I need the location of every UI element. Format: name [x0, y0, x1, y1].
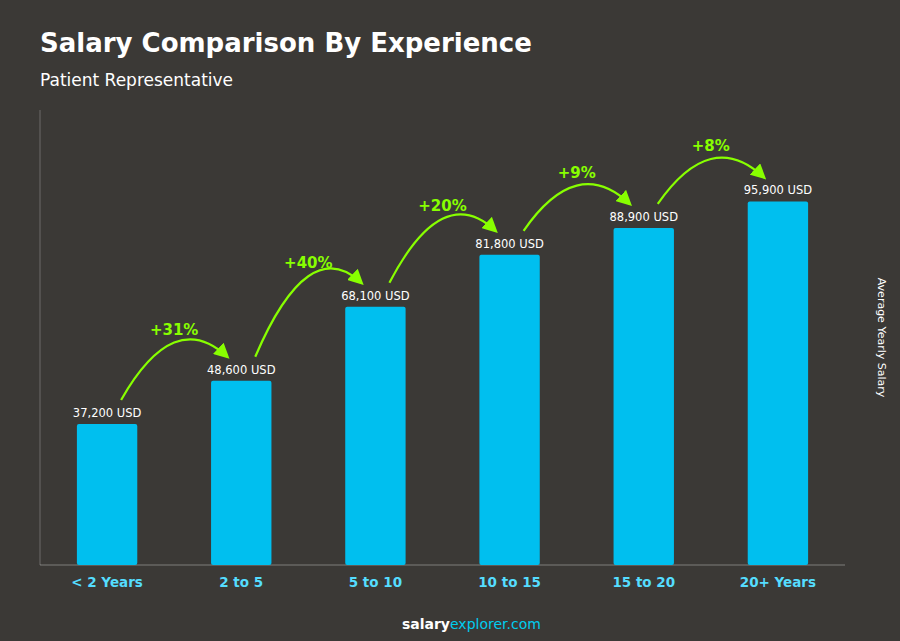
x-tick-label: 15 to 20: [612, 574, 675, 590]
y-axis-label: Average Yearly Salary: [875, 278, 888, 398]
data-label: 81,800 USD: [475, 237, 544, 251]
change-arc: [524, 184, 630, 231]
chart: Salary Comparison By Experience Patient R…: [0, 0, 900, 641]
x-tick-label: 10 to 15: [478, 574, 541, 590]
change-arc: [389, 214, 495, 282]
subtitle: Patient Representative: [40, 70, 233, 90]
y-axis-line: [40, 110, 41, 565]
bar: [211, 381, 271, 565]
annotation: +40%: [284, 254, 332, 272]
bars: [77, 201, 808, 565]
bar: [748, 201, 808, 565]
bar: [345, 307, 405, 565]
data-label: 88,900 USD: [610, 210, 679, 224]
x-tick-label: < 2 Years: [71, 574, 143, 590]
footer: salary: [402, 616, 450, 632]
bar: [77, 424, 137, 565]
x-axis-line: [40, 565, 845, 566]
data-label: 48,600 USD: [207, 363, 276, 377]
bar: [614, 228, 674, 565]
title: Salary Comparison By Experience: [40, 28, 532, 58]
x-tick-label: 2 to 5: [219, 574, 263, 590]
annotation: +31%: [150, 321, 198, 339]
x-tick-label: 5 to 10: [349, 574, 402, 590]
x-tick-label: 20+ Years: [740, 574, 816, 590]
footer: explorer.com: [450, 616, 541, 632]
data-label: 37,200 USD: [73, 406, 142, 420]
change-arc: [658, 158, 764, 204]
data-label: 95,900 USD: [744, 183, 813, 197]
change-arc: [255, 268, 361, 356]
annotation: +8%: [692, 137, 730, 155]
data-label: 68,100 USD: [341, 289, 410, 303]
annotation: +20%: [418, 197, 466, 215]
change-arc: [121, 339, 227, 400]
annotation: +9%: [558, 164, 596, 182]
background: [0, 0, 900, 641]
bar: [479, 255, 539, 565]
